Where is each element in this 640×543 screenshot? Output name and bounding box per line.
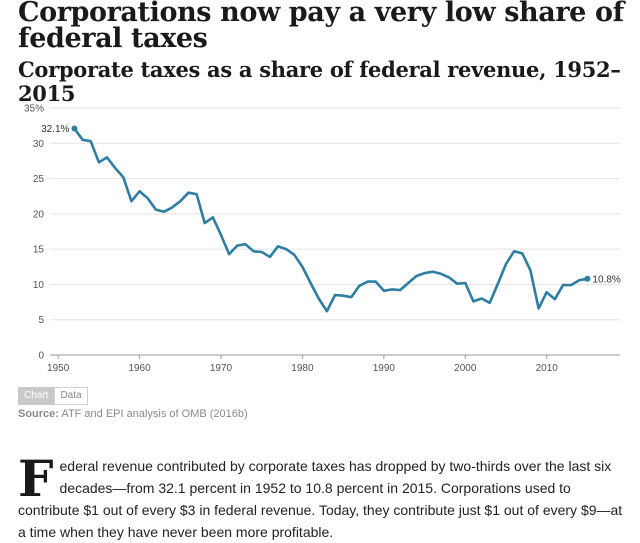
series-line [73,127,589,313]
x-tick-label: 1990 [373,363,396,374]
y-tick-label: 25 [33,174,45,185]
source-note: Source: ATF and EPI analysis of OMB (201… [18,408,248,420]
tab-chart[interactable]: Chart [18,387,55,405]
source-text: ATF and EPI analysis of OMB (2016b) [58,408,248,420]
view-tabs: Chart Data [18,387,88,405]
y-tick-label: 30 [33,139,45,150]
article-text: ederal revenue contributed by corporate … [18,458,623,540]
endpoint-marker [584,275,591,282]
chart-subtitle: Corporate taxes as a share of federal re… [18,57,621,106]
y-tick-label: 10 [33,280,45,291]
endpoint-marker [71,125,78,132]
grid-lines [50,107,620,356]
x-axis-ticks: 1950 1960 1970 1980 1990 2000 2010 [47,355,558,374]
data-label: 10.8% [592,274,620,285]
data-label: 32.1% [41,124,69,135]
annotations: 32.1% 10.8% [41,124,621,285]
y-tick-label: 15 [33,245,45,256]
series-layer [73,127,589,313]
x-tick-label: 1950 [47,363,70,374]
y-tick-label: 35% [24,104,44,115]
x-tick-label: 1970 [210,363,233,374]
x-tick-label: 2000 [454,363,477,374]
drop-cap: F [18,449,54,508]
y-axis-ticks: 0 5 10 15 20 25 30 35% [24,104,44,362]
x-tick-label: 1980 [291,363,314,374]
line-chart: 0 5 10 15 20 25 30 35% 1950 1960 1970 1980 1990 2000… [24,104,621,375]
y-tick-label: 20 [33,209,45,220]
y-tick-label: 5 [38,315,44,326]
source-label: Source: [18,408,59,420]
x-tick-label: 2010 [536,363,559,374]
x-tick-label: 1960 [128,363,151,374]
y-tick-label: 0 [38,351,44,362]
page-title: Corporations now pay a very low share of… [18,0,624,54]
tab-data[interactable]: Data [54,387,88,405]
